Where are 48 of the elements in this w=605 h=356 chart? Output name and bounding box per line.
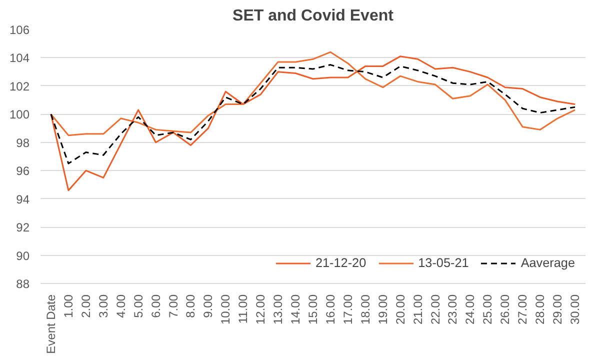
y-tick-label: 96 bbox=[16, 164, 30, 178]
x-tick-label: 25.00 bbox=[480, 294, 495, 325]
x-tick-label: 28.00 bbox=[533, 294, 548, 325]
x-tick-label: 21.00 bbox=[410, 294, 425, 325]
x-tick-label: 4.00 bbox=[114, 294, 128, 318]
x-tick-label: 16.00 bbox=[323, 294, 338, 325]
x-tick-label: 8.00 bbox=[184, 294, 198, 318]
chart-title: SET and Covid Event bbox=[232, 8, 394, 24]
line-series bbox=[50, 64, 576, 164]
x-tick-label: 2.00 bbox=[78, 294, 93, 318]
y-tick-label: 102 bbox=[9, 79, 30, 94]
y-tick-label: 88 bbox=[16, 277, 30, 291]
x-tick-label: 12.00 bbox=[254, 294, 268, 325]
y-tick-label: 104 bbox=[9, 51, 30, 66]
x-tick-label: 11.00 bbox=[236, 294, 250, 324]
x-tick-label: 17.00 bbox=[340, 294, 355, 325]
x-tick-label: 18.00 bbox=[358, 294, 372, 325]
y-tick-label: 90 bbox=[16, 248, 30, 263]
x-tick-label: 13.00 bbox=[271, 294, 286, 325]
y-tick-label: 92 bbox=[16, 220, 30, 235]
y-tick-label: 106 bbox=[9, 23, 30, 37]
x-tick-label: 6.00 bbox=[148, 294, 163, 318]
x-tick-label: 29.00 bbox=[550, 294, 565, 325]
x-tick-label: Event Date bbox=[44, 294, 58, 354]
x-tick-label: 27.00 bbox=[516, 294, 530, 325]
x-tick-label: 26.00 bbox=[498, 294, 512, 325]
line-series bbox=[50, 51, 576, 136]
y-tick-label: 100 bbox=[9, 108, 30, 122]
line-series bbox=[50, 56, 576, 192]
x-tick-label: 9.00 bbox=[201, 294, 216, 318]
x-tick-label: 1.00 bbox=[61, 294, 76, 318]
x-tick-label: 22.00 bbox=[428, 294, 442, 325]
x-tick-label: 20.00 bbox=[393, 294, 408, 325]
x-tick-label: 14.00 bbox=[288, 294, 303, 325]
x-tick-label: 24.00 bbox=[463, 294, 478, 325]
legend-label: Aaverage bbox=[520, 256, 575, 270]
x-tick-label: 30.00 bbox=[568, 294, 582, 325]
x-tick-label: 7.00 bbox=[166, 294, 180, 318]
x-tick-label: 19.00 bbox=[376, 294, 390, 325]
legend-label: 13-05-21 bbox=[418, 256, 469, 270]
legend-label: 21-12-20 bbox=[315, 256, 366, 270]
y-tick-label: 98 bbox=[16, 136, 30, 150]
x-tick-label: 10.00 bbox=[218, 294, 233, 325]
x-tick-label: 23.00 bbox=[446, 294, 460, 325]
y-tick-label: 94 bbox=[16, 192, 30, 206]
x-tick-label: 15.00 bbox=[306, 294, 320, 325]
x-tick-label: 3.00 bbox=[96, 294, 110, 318]
x-tick-label: 5.00 bbox=[131, 294, 146, 318]
